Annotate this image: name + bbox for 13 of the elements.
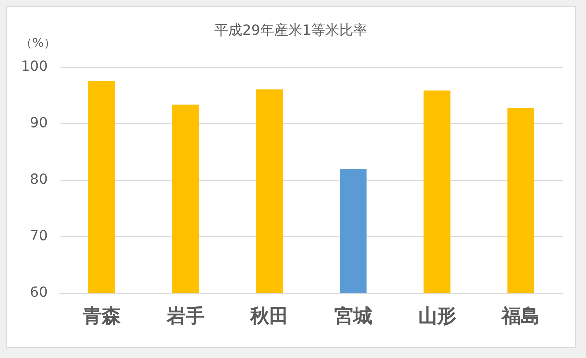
- y-tick-label: 60: [30, 285, 48, 301]
- x-tick-label: 福島: [501, 306, 540, 328]
- x-tick-label: 青森: [82, 306, 122, 328]
- y-tick-label: 100: [21, 59, 48, 75]
- y-tick-label: 90: [30, 116, 48, 132]
- chart-title: 平成29年産米1等米比率: [214, 23, 368, 39]
- x-tick-label: 秋田: [250, 306, 289, 328]
- y-axis-title: （%）: [20, 36, 56, 50]
- y-tick-label: 70: [30, 228, 48, 244]
- x-tick-label: 岩手: [166, 306, 205, 328]
- x-tick-label: 宮城: [334, 306, 372, 328]
- y-tick-label: 80: [30, 172, 48, 188]
- x-tick-label: 山形: [418, 306, 456, 328]
